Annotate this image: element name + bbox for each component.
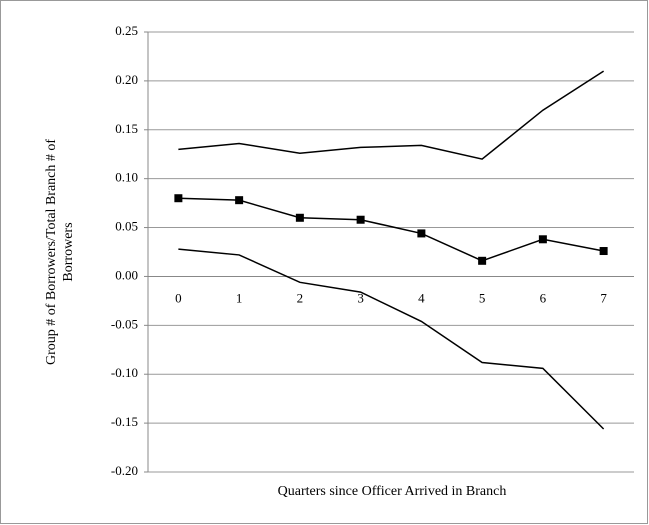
x-tick-label: 4: [418, 290, 425, 305]
y-tick-label: -0.20: [111, 463, 138, 478]
x-axis-label: Quarters since Officer Arrived in Branch: [278, 484, 507, 499]
marker: [235, 196, 244, 205]
y-tick-label: 0.20: [115, 72, 138, 87]
series-line: [178, 248, 605, 430]
y-tick-label: -0.15: [111, 414, 138, 429]
x-tick-label: 3: [357, 290, 364, 305]
y-tick-label: 0.05: [115, 219, 138, 234]
y-tick-label: 0.00: [115, 267, 138, 282]
x-tick-label: 7: [600, 290, 607, 305]
y-tick-label: 0.15: [115, 121, 138, 136]
y-tick-label: 0.10: [115, 170, 138, 185]
marker: [538, 235, 547, 244]
series-line: [178, 197, 604, 262]
marker: [599, 247, 608, 256]
y-tick-label: -0.05: [111, 316, 138, 331]
x-tick-label: 0: [175, 290, 182, 305]
marker: [417, 229, 426, 238]
marker: [478, 256, 487, 265]
y-tick-label: -0.10: [111, 365, 138, 380]
y-axis-label: Group # of Borrowers/Total Branch # of B…: [44, 138, 76, 366]
marker: [174, 194, 183, 203]
x-tick-label: 1: [236, 290, 243, 305]
marker: [356, 215, 365, 224]
y-tick-label: 0.25: [115, 23, 138, 38]
x-tick-label: 5: [479, 290, 486, 305]
series-line: [178, 70, 605, 160]
x-tick-label: 6: [540, 290, 547, 305]
marker: [295, 213, 304, 222]
x-tick-label: 2: [297, 290, 304, 305]
